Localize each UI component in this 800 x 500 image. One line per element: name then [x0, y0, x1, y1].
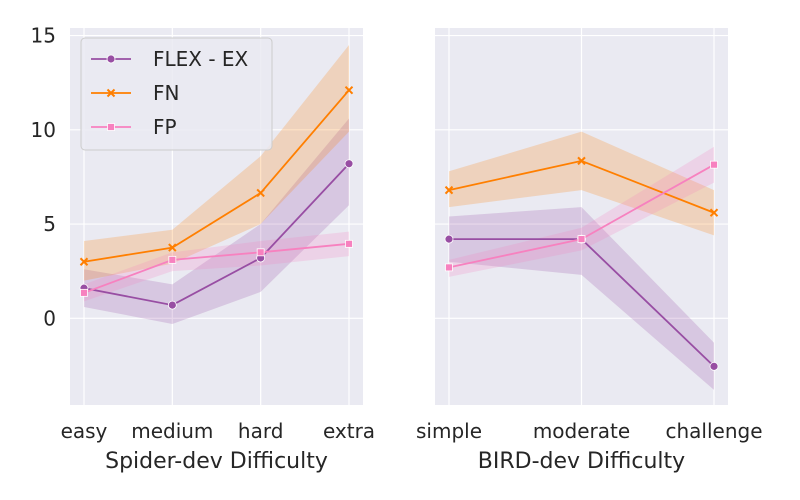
point-fp-extra — [345, 239, 353, 248]
point-fn-extra — [344, 85, 354, 95]
point-flex-ex-challenge — [709, 361, 719, 371]
legend-item-flex-ex: FLEX - EX — [91, 47, 249, 71]
bird-dev-panel: simple moderate challenge BIRD-dev Difficul… — [416, 28, 763, 474]
legend-label: FN — [153, 81, 179, 105]
x-tick-extra: extra — [323, 419, 375, 443]
x-axis-label: BIRD-dev Difficulty — [478, 449, 685, 474]
point-fn-medium — [168, 243, 177, 252]
point-fn-easy — [79, 257, 89, 266]
point-fp-hard — [256, 248, 265, 257]
y-tick-label: 0 — [43, 306, 56, 330]
legend-marker — [107, 123, 115, 131]
point-flex-ex-medium — [167, 300, 177, 310]
band-fp — [84, 231, 349, 302]
line-fp — [83, 242, 350, 294]
y-tick-label: 10 — [31, 118, 56, 142]
point-flex-ex-simple — [444, 234, 454, 244]
legend-item-fp: FP — [91, 115, 177, 139]
band-fn — [449, 131, 714, 236]
point-fp-simple — [445, 263, 453, 272]
x-tick-moderate: moderate — [533, 419, 630, 443]
point-fp-moderate — [577, 235, 586, 244]
legend-marker — [106, 54, 116, 64]
point-fp-medium — [168, 255, 177, 264]
legend-label: FLEX - EX — [153, 47, 249, 71]
point-fn-simple — [444, 185, 454, 195]
point-fn-moderate — [577, 156, 586, 166]
point-fp-challenge — [710, 160, 718, 169]
point-fn-hard — [256, 188, 265, 198]
line-flex-ex — [83, 163, 350, 307]
x-tick-easy: easy — [61, 419, 108, 443]
point-flex-ex-extra — [344, 159, 354, 169]
y-tick-label: 15 — [31, 24, 56, 48]
x-tick-challenge: challenge — [665, 419, 762, 443]
legend-marker — [106, 88, 116, 98]
x-tick-simple: simple — [416, 419, 482, 443]
legend-label: FP — [153, 115, 177, 139]
legend-item-fn: FN — [91, 81, 179, 105]
line-fn — [83, 89, 350, 263]
x-axis-label: Spider-dev Difficulty — [105, 449, 328, 474]
x-tick-medium: medium — [131, 419, 213, 443]
band-fp — [449, 146, 714, 277]
x-tick-hard: hard — [238, 419, 284, 443]
y-tick-label: 5 — [43, 212, 56, 236]
point-fn-challenge — [709, 208, 719, 217]
legend-box — [80, 37, 273, 151]
legend: FLEX - EX FN FP — [80, 37, 273, 151]
point-fp-easy — [80, 288, 88, 297]
